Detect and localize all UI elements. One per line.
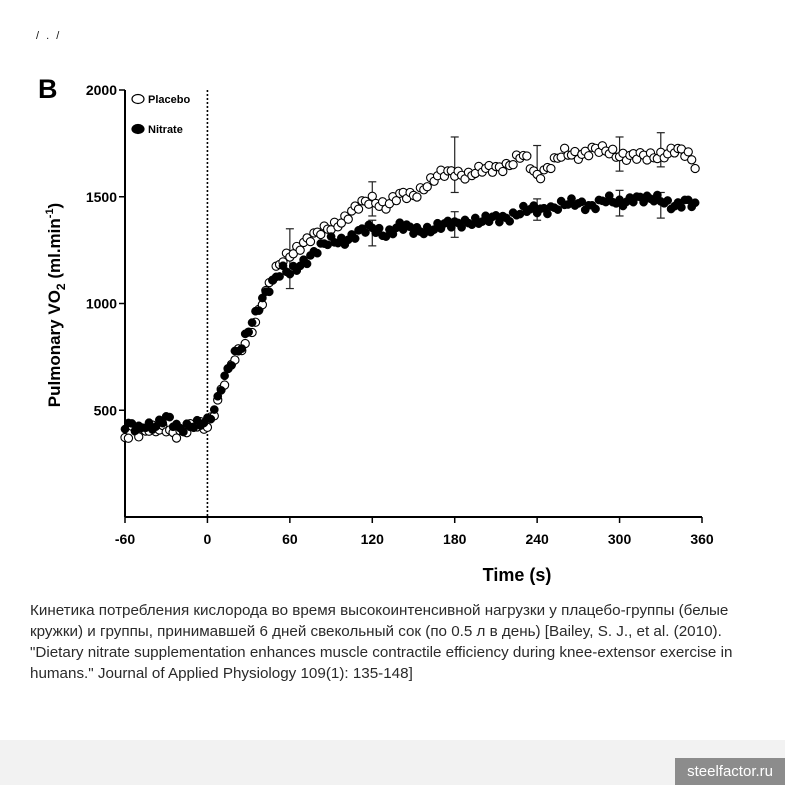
- placebo-point: [412, 192, 422, 202]
- nitrate-point: [677, 203, 686, 212]
- nitrate-point: [237, 344, 247, 353]
- placebo-point: [353, 204, 364, 214]
- nitrate-point: [663, 196, 673, 205]
- y-label-vo: VO: [45, 290, 64, 315]
- y-tick-label: 1000: [86, 296, 117, 312]
- placebo-point: [391, 196, 401, 206]
- placebo-point: [498, 166, 508, 177]
- nitrate-point: [151, 422, 161, 431]
- y-label-sup: -1: [44, 208, 56, 218]
- x-tick-label: 300: [608, 531, 632, 547]
- placebo-point: [295, 245, 305, 255]
- nitrate-point: [216, 386, 226, 395]
- nitrate-point: [244, 327, 253, 337]
- placebo-point: [316, 229, 326, 240]
- y-label-sub: 2: [54, 283, 68, 290]
- placebo-point: [608, 144, 618, 154]
- x-tick-label: 180: [443, 531, 467, 547]
- nitrate-point: [591, 204, 600, 214]
- nitrate-point: [457, 222, 466, 232]
- placebo-point: [305, 236, 316, 247]
- nitrate-series: [120, 190, 700, 437]
- nitrate-point: [247, 318, 257, 327]
- nitrate-point: [220, 371, 229, 381]
- placebo-point: [422, 182, 432, 192]
- y-label-close: ): [45, 203, 64, 209]
- nitrate-point: [553, 205, 563, 214]
- nitrate-point: [227, 361, 236, 370]
- y-tick-label: 2000: [86, 82, 117, 98]
- legend-marker-placebo: [131, 93, 145, 105]
- nitrate-point: [206, 414, 216, 424]
- nitrate-point: [285, 269, 295, 279]
- legend-marker-nitrate: [131, 123, 145, 135]
- placebo-point: [123, 433, 134, 443]
- watermark[interactable]: steelfactor.ru: [675, 758, 785, 785]
- x-tick-label: 240: [525, 531, 549, 547]
- nitrate-point: [179, 427, 188, 437]
- placebo-point: [343, 214, 353, 224]
- placebo-point: [535, 174, 546, 184]
- x-tick-label: 120: [361, 531, 385, 547]
- chart-ticks: -60 0 60 120 180 240 300 360 500 1000 1500 2000: [86, 82, 714, 547]
- x-tick-label: 60: [282, 531, 298, 547]
- placebo-point: [683, 147, 693, 157]
- legend-label-nitrate: Nitrate: [148, 124, 183, 136]
- x-tick-label: 0: [204, 531, 212, 547]
- y-tick-label: 1500: [86, 189, 117, 205]
- nitrate-point: [165, 412, 174, 422]
- y-label-unit: (ml.min: [45, 218, 64, 283]
- chart-points: [120, 141, 700, 443]
- figure-caption: Кинетика потребления кислорода во время …: [30, 602, 733, 682]
- nitrate-point: [144, 418, 154, 428]
- nitrate-point: [543, 209, 552, 219]
- nitrate-point: [254, 306, 264, 315]
- nitrate-point: [505, 216, 515, 226]
- legend-label-placebo: Placebo: [148, 94, 190, 106]
- x-axis-label: Time (s): [483, 565, 552, 585]
- placebo-point: [584, 151, 594, 161]
- chart-legend: Placebo Nitrate: [131, 93, 190, 136]
- x-tick-label: 360: [690, 531, 714, 547]
- nitrate-point: [302, 259, 312, 269]
- y-label-main: Pulmonary: [45, 315, 64, 408]
- footer-band: [0, 740, 785, 785]
- nitrate-point: [275, 272, 284, 281]
- x-tick-label: -60: [115, 531, 135, 547]
- placebo-point: [546, 163, 556, 174]
- y-axis-label: Pulmonary VO2 (ml.min-1): [44, 203, 68, 407]
- chart: -60 0 60 120 180 240 300 360 500 1000 1500 2000 Pla…: [44, 82, 714, 585]
- nitrate-point: [690, 198, 700, 208]
- svg-text:Pulmonary VO2 (ml.min-1): Pulmonary VO2 (ml.min-1): [44, 203, 68, 407]
- placebo-point: [690, 163, 700, 174]
- nitrate-point: [374, 223, 384, 233]
- placebo-point: [687, 155, 697, 165]
- placebo-point: [171, 433, 182, 443]
- nitrate-point: [361, 228, 370, 237]
- nitrate-point: [209, 405, 219, 414]
- nitrate-point: [264, 287, 274, 297]
- nitrate-point: [312, 248, 322, 258]
- panel-letter: B: [38, 74, 58, 104]
- nitrate-point: [577, 197, 587, 207]
- nitrate-point: [350, 234, 360, 243]
- top-text-fragment: / . /: [36, 30, 62, 42]
- placebo-point: [508, 160, 518, 170]
- nitrate-point: [567, 194, 576, 203]
- placebo-point: [522, 151, 532, 161]
- nitrate-point: [158, 418, 168, 428]
- y-tick-label: 500: [94, 402, 118, 418]
